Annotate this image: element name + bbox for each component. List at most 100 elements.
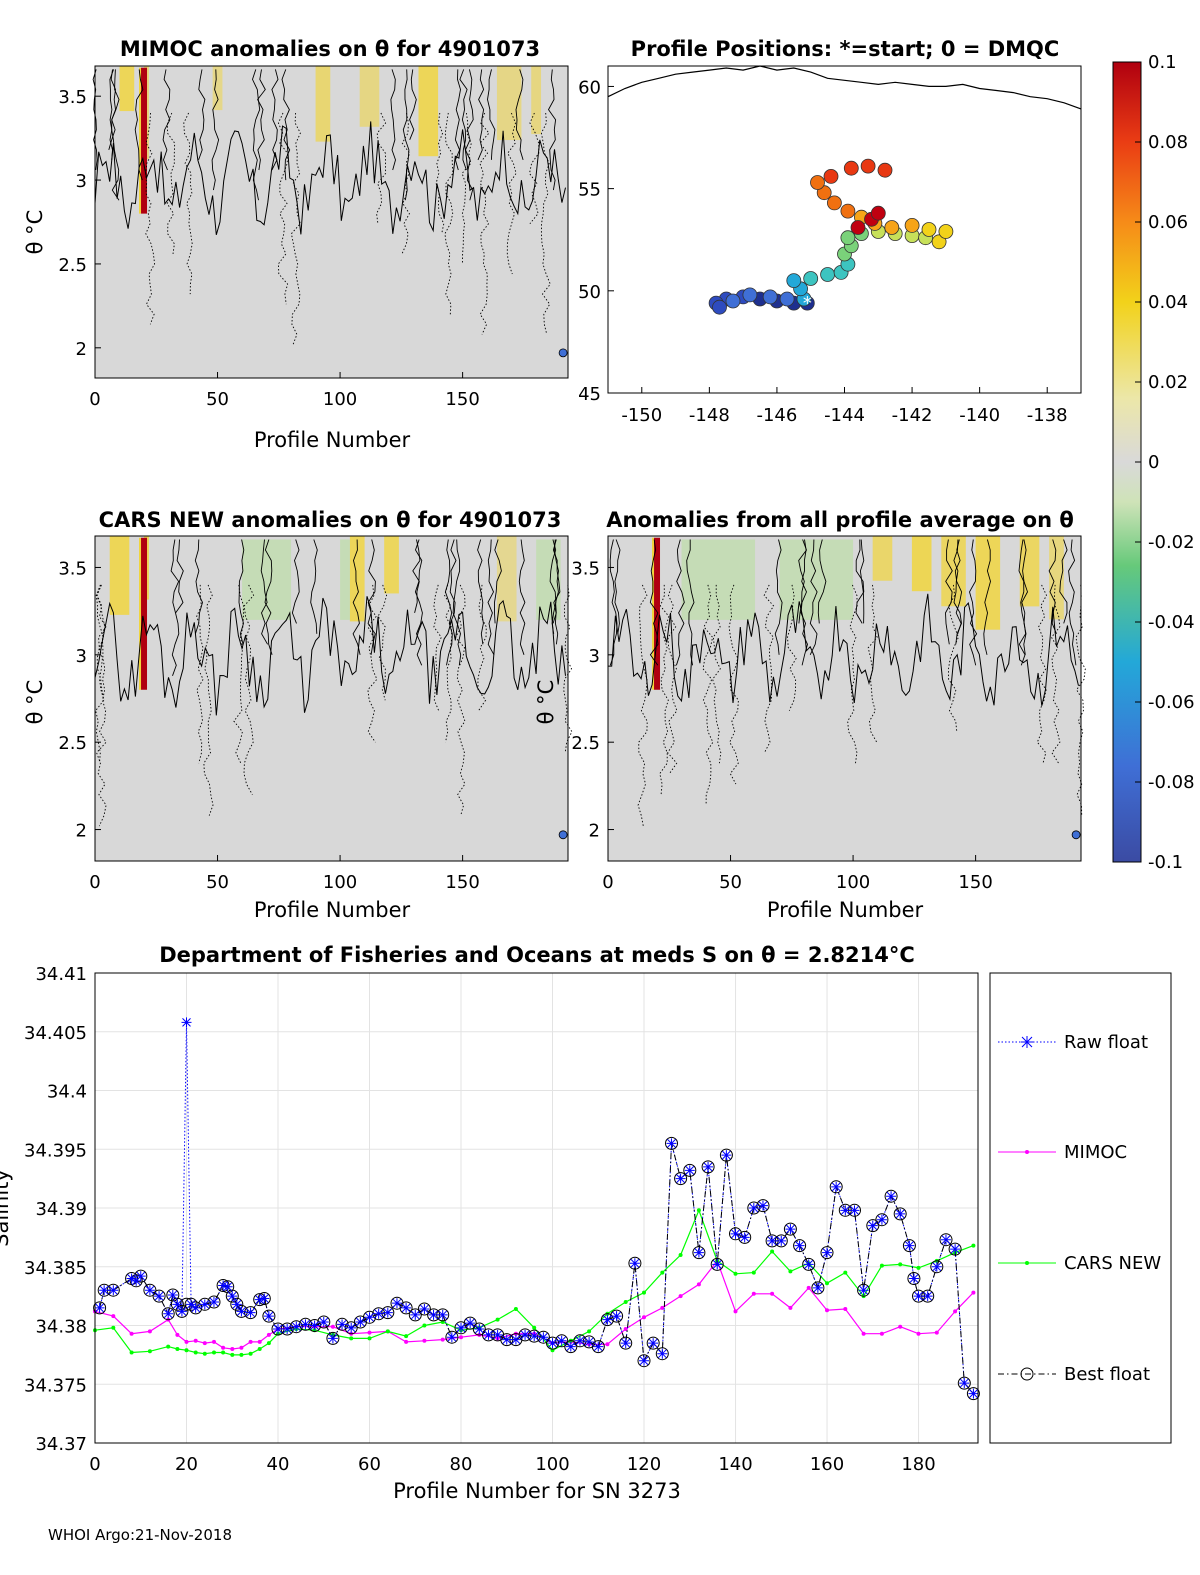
raw-float-point bbox=[154, 1291, 165, 1302]
warm-anomaly-band bbox=[975, 536, 1001, 630]
raw-float-point bbox=[245, 1307, 256, 1318]
raw-float-point bbox=[355, 1316, 366, 1327]
spike-anomaly-edge bbox=[139, 537, 142, 690]
best-float-point bbox=[536, 1330, 550, 1344]
mimoc-point bbox=[367, 1330, 372, 1335]
raw-float-point bbox=[886, 1191, 897, 1202]
dotted-contour bbox=[637, 584, 648, 827]
raw-float-point bbox=[291, 1321, 302, 1332]
y-tick-label: 55 bbox=[578, 180, 601, 201]
raw-float-point bbox=[492, 1329, 503, 1340]
profile-position-marker bbox=[827, 195, 842, 211]
x-tick-label: 150 bbox=[445, 389, 479, 410]
solid-contour bbox=[1048, 539, 1057, 634]
salinity-line-chart: Department of Fisheries and Oceans at me… bbox=[0, 943, 1172, 1503]
x-tick-label: 0 bbox=[89, 1454, 100, 1475]
mimoc-point bbox=[202, 1341, 207, 1346]
y-tick-label: 50 bbox=[578, 282, 601, 303]
best-float-point bbox=[244, 1306, 258, 1320]
raw-float-point bbox=[812, 1282, 823, 1293]
mimoc-point bbox=[879, 1331, 884, 1336]
raw-float-point bbox=[419, 1304, 430, 1315]
best-float-point bbox=[262, 1309, 276, 1323]
solid-contour bbox=[774, 539, 783, 655]
raw-float-point bbox=[309, 1320, 320, 1331]
legend-label: Raw float bbox=[1064, 1032, 1148, 1053]
best-float-point bbox=[811, 1281, 825, 1295]
raw-float-point bbox=[529, 1331, 540, 1342]
profile-positions-map: Profile Positions: *=start; 0 = DMQC * -1… bbox=[578, 37, 1082, 426]
best-float-point bbox=[628, 1256, 642, 1270]
raw-float-point bbox=[721, 1150, 732, 1161]
raw-float-point bbox=[346, 1322, 357, 1333]
solid-contour bbox=[257, 69, 266, 171]
cars-new-point bbox=[221, 1350, 226, 1355]
solid-contour bbox=[954, 539, 963, 634]
best-float-point bbox=[207, 1295, 221, 1309]
raw-float-point bbox=[437, 1309, 448, 1320]
solid-contour bbox=[608, 593, 1079, 706]
x-tick-label: -148 bbox=[689, 405, 730, 426]
profile-position-marker bbox=[840, 230, 856, 246]
raw-float-point bbox=[730, 1228, 741, 1239]
best-float-point bbox=[175, 1304, 189, 1318]
dotted-contour bbox=[96, 584, 107, 827]
solid-contour bbox=[494, 539, 502, 624]
solid-contour bbox=[1021, 539, 1028, 655]
best-float-point bbox=[701, 1160, 715, 1174]
solid-contour bbox=[686, 539, 695, 666]
raw-float-point bbox=[218, 1280, 229, 1291]
solid-contour bbox=[1018, 539, 1027, 666]
cars-new-point bbox=[349, 1336, 354, 1341]
profile-position-marker bbox=[712, 299, 727, 315]
warm-anomaly-band bbox=[531, 66, 542, 135]
cars-new-point bbox=[770, 1249, 775, 1254]
raw-float-point bbox=[968, 1388, 979, 1399]
salinity-title: Department of Fisheries and Oceans at me… bbox=[159, 943, 915, 967]
dotted-contour bbox=[461, 112, 472, 264]
raw-float-point bbox=[739, 1232, 750, 1243]
mimoc-point bbox=[971, 1290, 976, 1295]
raw-float-point bbox=[908, 1273, 919, 1284]
raw-float-point bbox=[913, 1291, 924, 1302]
mimoc-point bbox=[248, 1339, 253, 1344]
x-tick-label: 20 bbox=[175, 1454, 198, 1475]
profile-position-marker bbox=[860, 158, 876, 174]
raw-float-point bbox=[547, 1338, 558, 1349]
best-float-point bbox=[957, 1376, 971, 1390]
raw-float-point bbox=[822, 1247, 833, 1258]
solid-contour bbox=[817, 539, 827, 624]
dotted-contour bbox=[540, 112, 551, 335]
y-tick-label: 34.375 bbox=[24, 1375, 87, 1396]
heatmap-plot-area bbox=[608, 536, 1086, 861]
best-float-point bbox=[939, 1233, 953, 1247]
x-tick-label: -138 bbox=[1027, 405, 1068, 426]
profile-position-marker bbox=[816, 185, 832, 201]
best-float-point bbox=[756, 1199, 770, 1213]
solid-contour bbox=[547, 69, 557, 191]
raw-float-point bbox=[94, 1302, 105, 1313]
solid-contour bbox=[111, 69, 120, 201]
mimoc-panel-title: MIMOC anomalies on θ for 4901073 bbox=[120, 37, 540, 61]
warm-anomaly-band bbox=[1019, 536, 1040, 607]
colorbar-tick-label: 0.08 bbox=[1148, 132, 1188, 153]
profile-position-marker bbox=[762, 289, 778, 305]
cars-new-point bbox=[193, 1350, 198, 1355]
cars-new-point bbox=[230, 1352, 235, 1357]
mimoc-point bbox=[788, 1305, 793, 1310]
solid-contour bbox=[94, 121, 566, 235]
raw-float-point bbox=[693, 1247, 704, 1258]
raw-float-point bbox=[208, 1297, 219, 1307]
profile-position-marker bbox=[931, 234, 947, 250]
x-tick-label: 180 bbox=[901, 1454, 935, 1475]
raw-float-point bbox=[831, 1181, 842, 1192]
solid-contour bbox=[452, 539, 462, 666]
y-tick-label: 3 bbox=[76, 171, 87, 192]
best-float-point bbox=[866, 1219, 880, 1233]
solid-contour bbox=[390, 69, 396, 171]
cars-new-point bbox=[495, 1317, 500, 1322]
best-float-point bbox=[948, 1242, 962, 1256]
solid-contour bbox=[414, 539, 423, 666]
cool-anomaly-band bbox=[681, 539, 756, 620]
colorbar-tick-label: 0.06 bbox=[1148, 212, 1188, 233]
